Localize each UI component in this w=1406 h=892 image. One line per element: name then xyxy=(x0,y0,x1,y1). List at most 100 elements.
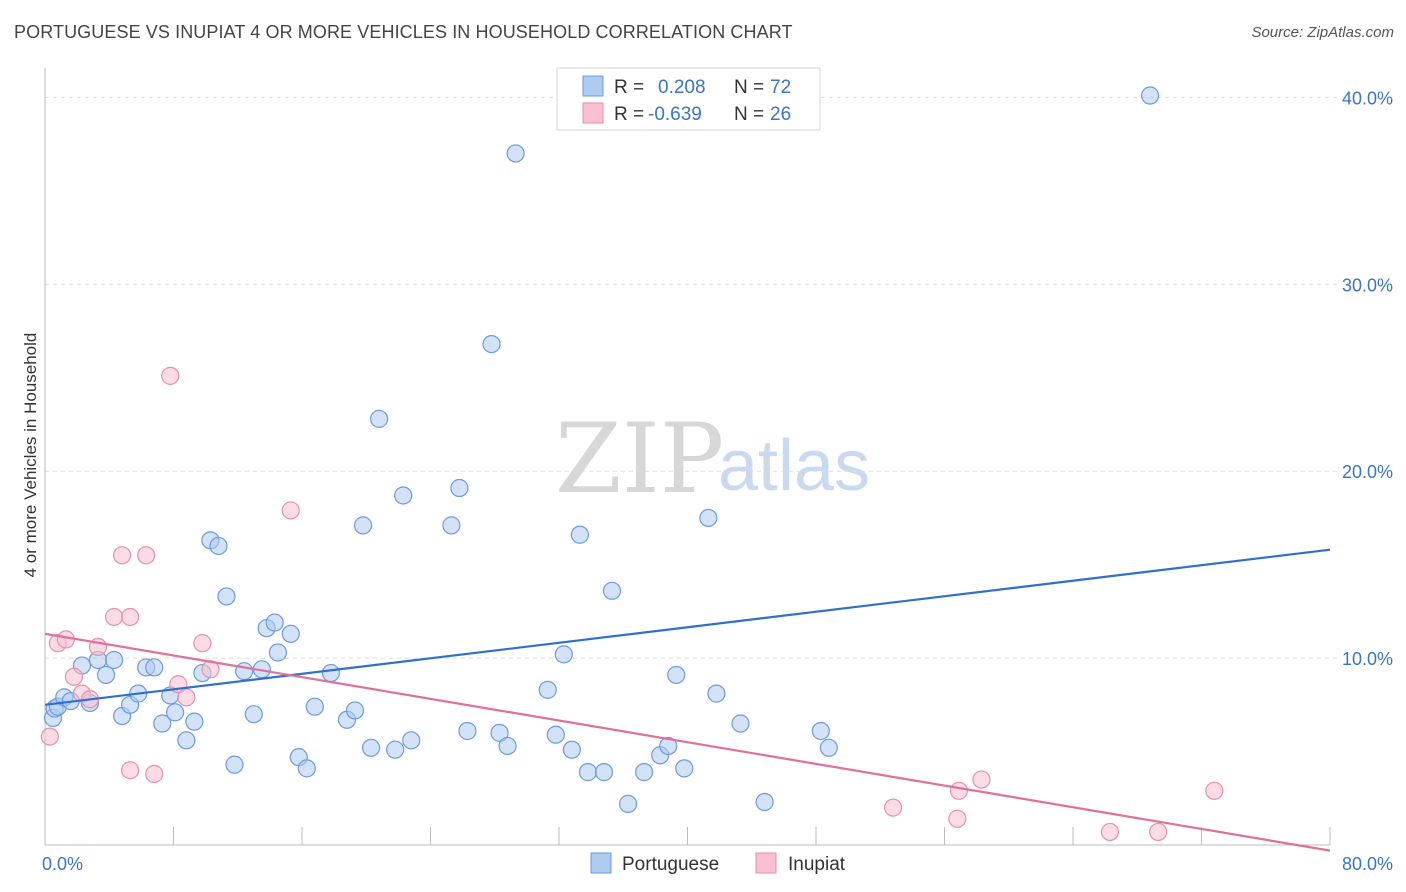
inupiat-point-15 xyxy=(177,688,196,707)
legend-r-value-2: -0.639 xyxy=(648,104,702,125)
x-tick-labels: 0.0% 80.0% xyxy=(42,854,1393,874)
portuguese-point-65 xyxy=(699,508,718,528)
portuguese-point-44 xyxy=(442,516,461,535)
legend-r-label-2: R = xyxy=(614,104,644,125)
bottom-legend-swatch-inupiat xyxy=(755,852,777,874)
portuguese-point-58 xyxy=(602,581,622,600)
inupiat-point-7 xyxy=(104,607,124,627)
inupiat-point-10 xyxy=(137,546,156,565)
portuguese-point-37 xyxy=(345,701,365,720)
portuguese-point-63 xyxy=(667,665,686,685)
portuguese-point-43 xyxy=(402,731,421,750)
portuguese-point-70 xyxy=(811,721,830,741)
watermark-zip: ZIP xyxy=(555,403,724,515)
series-inupiat-points xyxy=(40,366,1224,842)
portuguese-point-40 xyxy=(370,409,389,428)
y-tick-label-3: 40.0% xyxy=(1342,88,1393,108)
y-tick-labels: 10.0% 20.0% 30.0% 40.0% xyxy=(1342,88,1393,669)
portuguese-point-8 xyxy=(96,665,116,685)
portuguese-point-23 xyxy=(217,587,236,606)
portuguese-point-15 xyxy=(153,714,172,733)
inupiat-point-8 xyxy=(121,607,140,627)
portuguese-point-56 xyxy=(578,763,598,782)
inupiat-point-19 xyxy=(883,798,903,817)
portuguese-point-62 xyxy=(659,736,678,756)
y-tick-label-1: 20.0% xyxy=(1342,462,1393,482)
legend-swatch-portuguese xyxy=(582,75,604,97)
portuguese-point-14 xyxy=(145,658,164,677)
legend-n-value-2: 26 xyxy=(770,104,791,125)
portuguese-point-34 xyxy=(305,697,324,716)
portuguese-point-51 xyxy=(538,680,557,699)
legend-swatch-inupiat xyxy=(582,102,604,124)
bottom-legend-label-inupiat: Inupiat xyxy=(788,854,846,875)
portuguese-point-54 xyxy=(562,740,581,759)
inupiat-point-3 xyxy=(64,667,84,686)
portuguese-point-66 xyxy=(707,684,726,703)
portuguese-point-59 xyxy=(618,794,638,813)
inupiat-point-21 xyxy=(949,781,969,800)
portuguese-point-17 xyxy=(166,703,185,722)
portuguese-point-24 xyxy=(225,755,244,774)
watermark-atlas: atlas xyxy=(718,426,870,506)
y-axis-label: 4 or more Vehicles in Household xyxy=(21,333,40,578)
portuguese-point-52 xyxy=(546,725,565,744)
legend-r-label-1: R = xyxy=(614,77,644,98)
inupiat-point-13 xyxy=(161,366,180,385)
portuguese-point-47 xyxy=(482,334,501,354)
legend-n-label-2: N = xyxy=(734,104,764,125)
portuguese-point-38 xyxy=(353,516,373,535)
portuguese-point-35 xyxy=(321,663,341,683)
inupiat-point-12 xyxy=(145,764,164,784)
x-tick-label-1: 80.0% xyxy=(1342,854,1393,874)
chart-source: Source: ZipAtlas.com xyxy=(1251,24,1394,41)
portuguese-point-18 xyxy=(177,731,196,750)
inupiat-point-18 xyxy=(281,501,300,520)
chart-title: PORTUGUESE VS INUPIAT 4 OR MORE VEHICLES… xyxy=(14,22,793,42)
inupiat-point-24 xyxy=(1149,822,1168,842)
portuguese-point-55 xyxy=(570,525,589,544)
portuguese-point-71 xyxy=(1140,86,1160,105)
portuguese-point-31 xyxy=(281,624,300,643)
bottom-legend: Portuguese Inupiat xyxy=(590,852,846,875)
inupiat-point-22 xyxy=(972,770,991,789)
portuguese-point-50 xyxy=(506,144,525,163)
inupiat-point-0 xyxy=(40,727,59,746)
legend: R = 0.208 N = 72 R = -0.639 N = 26 xyxy=(556,67,821,131)
portuguese-trend-line xyxy=(44,548,1331,706)
portuguese-point-29 xyxy=(265,613,284,632)
portuguese-point-42 xyxy=(394,486,413,505)
portuguese-point-48 xyxy=(490,723,509,742)
inupiat-point-25 xyxy=(1205,781,1224,800)
inupiat-point-20 xyxy=(948,809,967,828)
portuguese-point-45 xyxy=(450,478,469,498)
portuguese-point-53 xyxy=(554,645,573,664)
bottom-legend-label-portuguese: Portuguese xyxy=(622,854,719,875)
portuguese-point-49 xyxy=(498,736,517,756)
inupiat-point-11 xyxy=(121,761,140,780)
portuguese-point-64 xyxy=(675,759,694,778)
portuguese-point-67 xyxy=(731,714,750,733)
y-tick-label-2: 30.0% xyxy=(1342,275,1393,295)
portuguese-point-22 xyxy=(209,536,228,556)
portuguese-point-33 xyxy=(297,759,316,778)
portuguese-point-46 xyxy=(458,721,477,741)
inupiat-point-9 xyxy=(112,546,132,565)
inupiat-point-16 xyxy=(193,634,212,653)
series-portuguese-points xyxy=(43,86,1160,813)
portuguese-point-60 xyxy=(635,763,654,782)
legend-n-value-1: 72 xyxy=(770,77,791,98)
inupiat-trend-line xyxy=(44,632,1331,852)
x-tick-label-0: 0.0% xyxy=(42,854,83,874)
bottom-legend-swatch-portuguese xyxy=(590,852,612,874)
portuguese-point-25 xyxy=(235,662,254,681)
portuguese-point-39 xyxy=(361,738,381,757)
legend-n-label-1: N = xyxy=(734,77,764,98)
trend-lines xyxy=(44,548,1331,852)
portuguese-point-9 xyxy=(104,650,124,670)
legend-r-value-1: 0.208 xyxy=(658,77,706,98)
portuguese-point-19 xyxy=(185,712,204,731)
portuguese-point-57 xyxy=(594,763,614,782)
portuguese-point-69 xyxy=(819,738,838,757)
